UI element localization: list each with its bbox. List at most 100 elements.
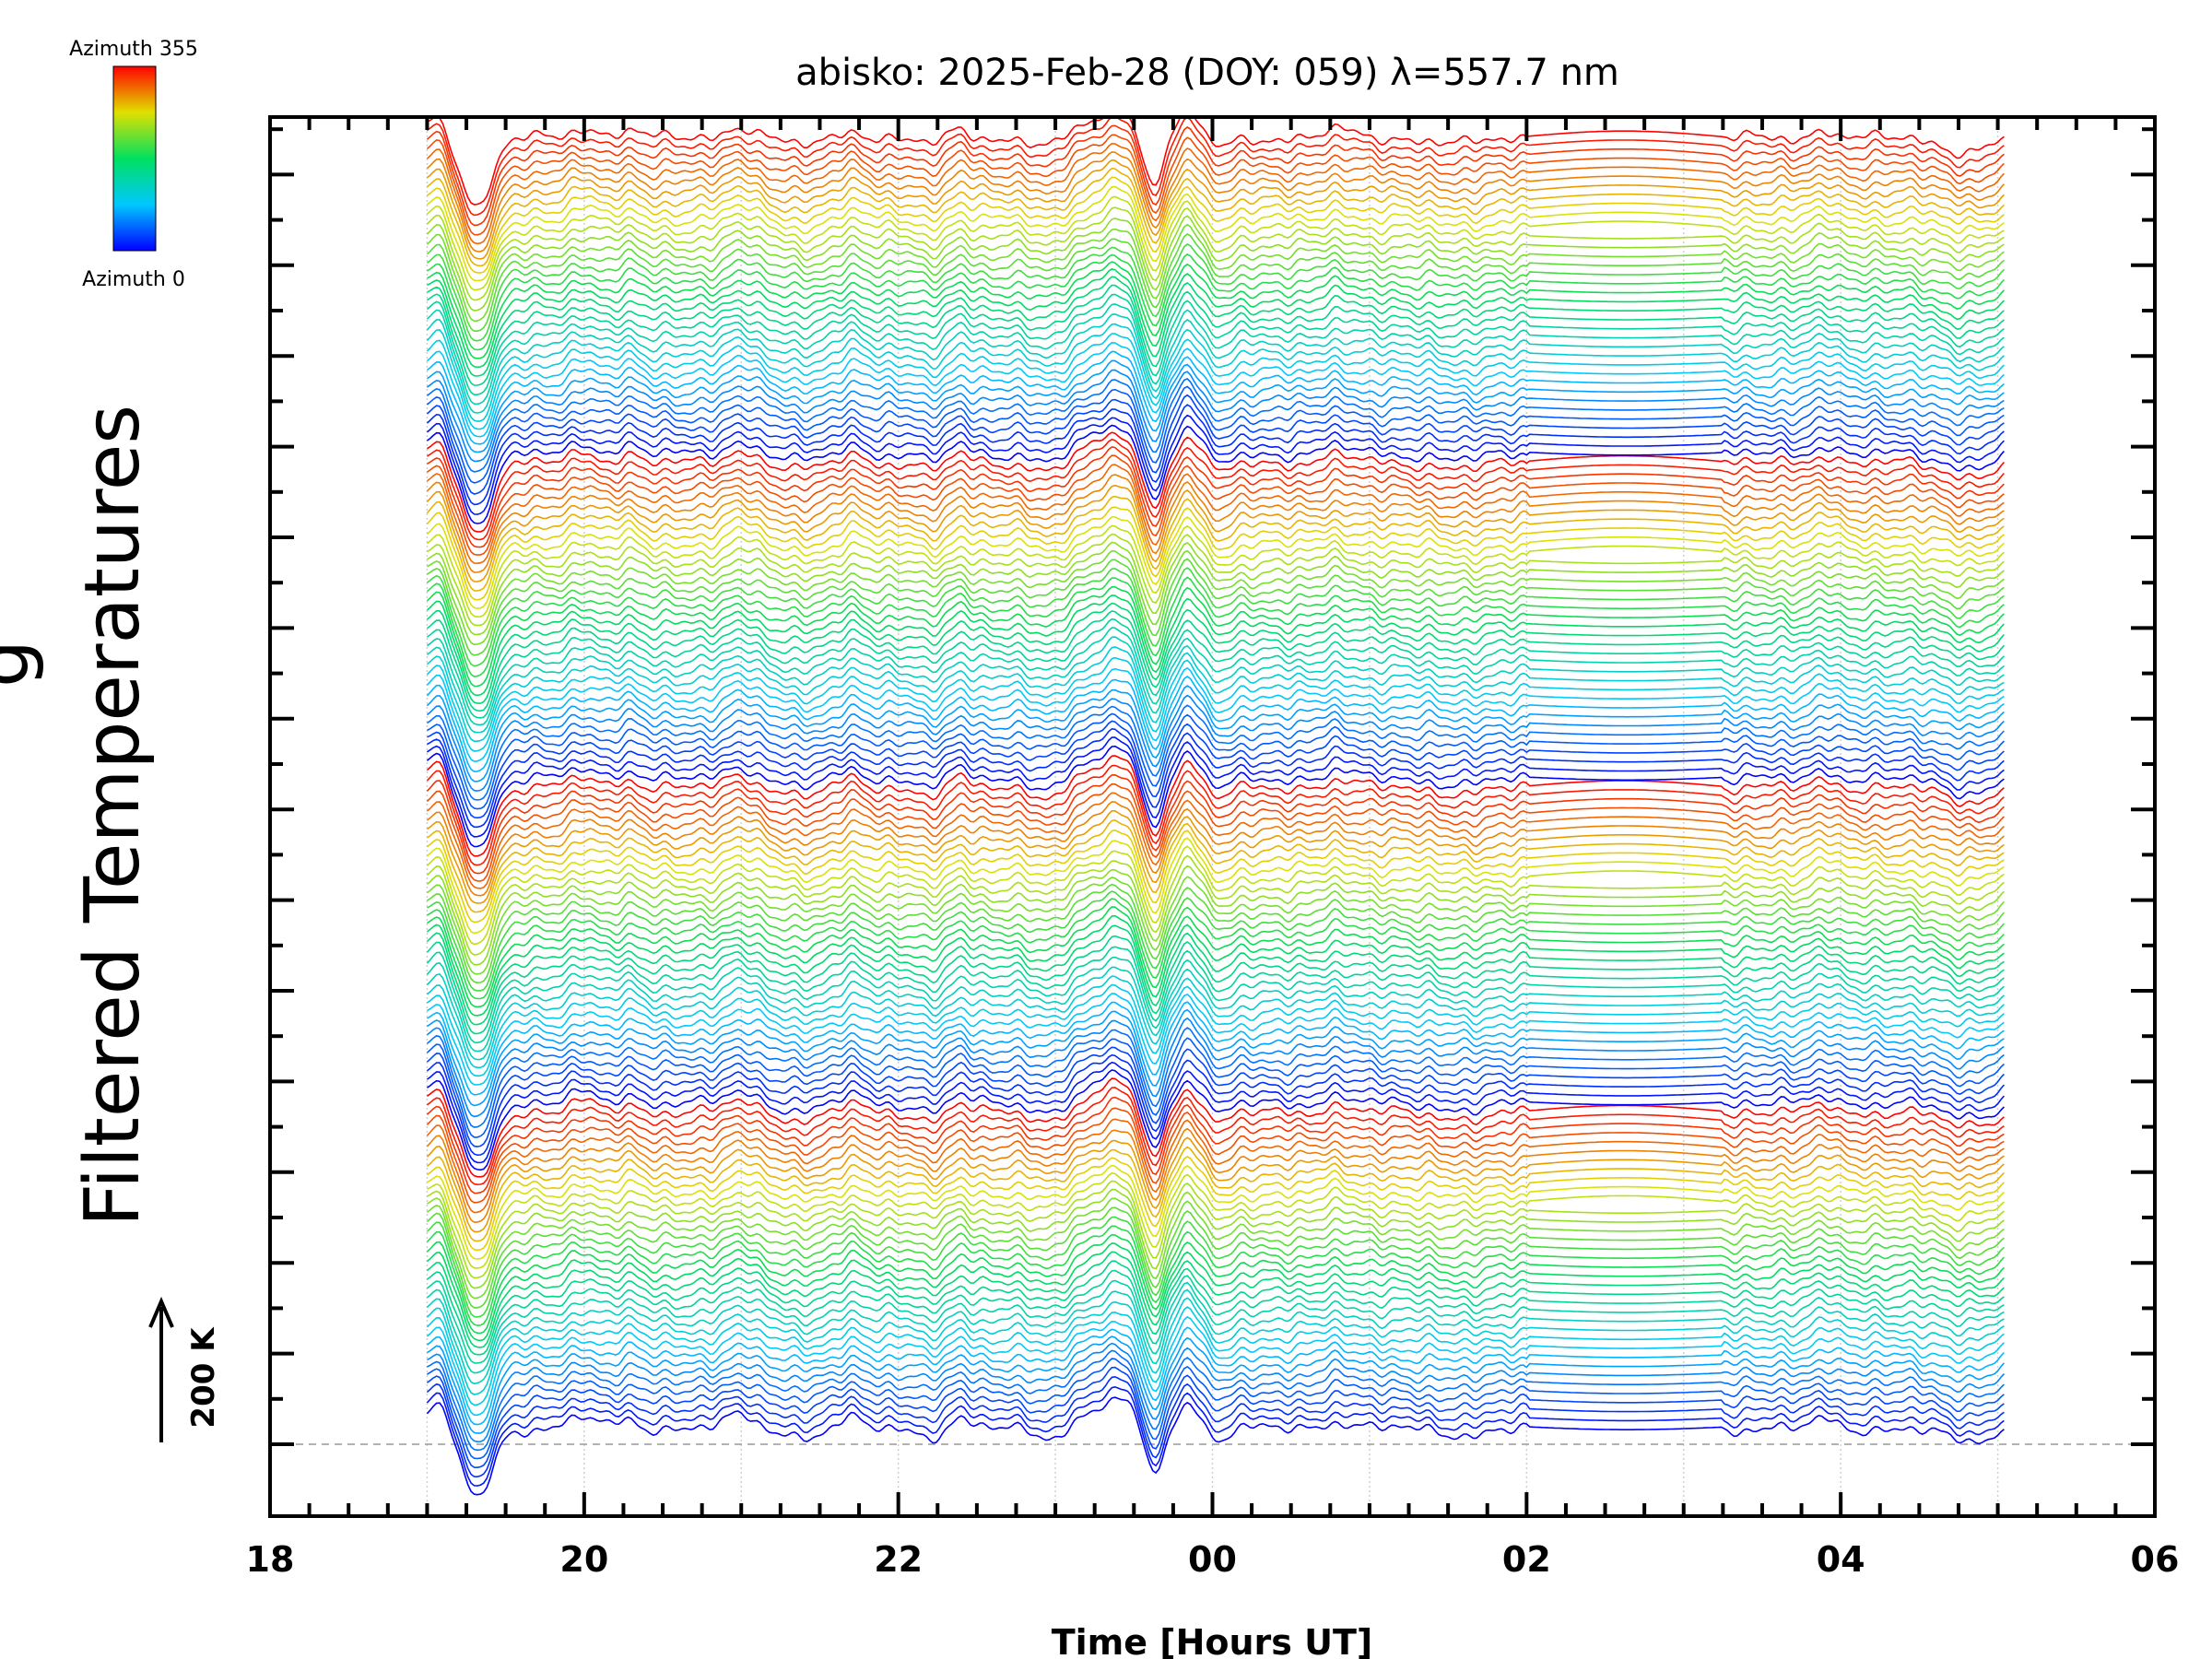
trace-line xyxy=(426,755,2005,857)
trace-line xyxy=(426,464,2005,565)
trace-line xyxy=(426,1242,2005,1342)
trace-line xyxy=(426,1385,2005,1487)
trace-line xyxy=(426,223,2005,323)
trace-line xyxy=(427,727,2005,829)
y-axis-label-partial: g xyxy=(0,640,46,688)
trace-line xyxy=(426,293,2005,395)
trace-line xyxy=(426,1326,2005,1426)
trace-line xyxy=(426,627,2005,726)
trace-line xyxy=(426,975,2005,1069)
trace-line xyxy=(427,1171,2005,1269)
trace-line xyxy=(426,1375,2005,1478)
trace-line xyxy=(426,446,2005,548)
trace-line xyxy=(426,966,2005,1061)
trace-line xyxy=(426,1127,2005,1223)
trace-line xyxy=(427,1342,2005,1443)
trace-line xyxy=(426,883,2006,984)
trace-line xyxy=(426,333,2005,430)
trace-line xyxy=(426,424,2005,524)
trace-line xyxy=(426,1251,2005,1348)
trace-line xyxy=(426,845,2005,946)
x-tick-label: 02 xyxy=(1502,1539,1551,1580)
trace-line xyxy=(426,567,2005,667)
x-tick-labels: 18 20 22 00 02 04 06 xyxy=(246,1539,2180,1580)
trace-line xyxy=(426,350,2005,445)
trace-line xyxy=(426,1136,2005,1233)
trace-line xyxy=(426,1037,2005,1138)
trace-line xyxy=(426,576,2005,677)
trace-line xyxy=(426,906,2005,1008)
trace-line xyxy=(426,1017,2005,1118)
trace-line xyxy=(426,1233,2005,1335)
trace-line xyxy=(426,323,2005,422)
trace-line xyxy=(426,369,2005,463)
trace-line xyxy=(426,594,2005,697)
trace-line xyxy=(426,792,2005,889)
trace-line xyxy=(426,666,2005,762)
trace-line xyxy=(426,865,2005,966)
trace-line xyxy=(426,1087,2005,1186)
trace-line xyxy=(426,1335,2005,1434)
trace-line xyxy=(426,495,2005,592)
trace-line xyxy=(426,924,2005,1026)
trace-line xyxy=(426,956,2005,1053)
traces xyxy=(426,117,2006,1496)
trace-line xyxy=(426,215,2005,312)
trace-line xyxy=(426,1001,2005,1096)
trace-line xyxy=(426,303,2005,406)
trace-line xyxy=(426,117,2005,217)
trace-line xyxy=(426,378,2005,473)
trace-line xyxy=(426,1260,2005,1356)
trace-line xyxy=(426,394,2005,495)
trace-line xyxy=(427,720,2005,819)
x-tick-label: 18 xyxy=(246,1539,295,1580)
trace-line xyxy=(426,983,2005,1077)
trace-line xyxy=(426,484,2005,582)
trace-line xyxy=(427,1164,2005,1260)
trace-line xyxy=(426,782,2005,882)
trace-line xyxy=(427,1349,2005,1452)
trace-line xyxy=(426,914,2005,1017)
trace-line xyxy=(426,206,2005,301)
trace-line xyxy=(426,1315,2005,1417)
trace-line xyxy=(426,1069,2005,1171)
x-tick-label: 22 xyxy=(874,1539,923,1580)
trace-line xyxy=(426,1288,2005,1385)
trace-line xyxy=(426,253,2005,351)
trace-line xyxy=(426,404,2005,506)
trace-line xyxy=(426,837,2005,935)
colorbar-top-label: Azimuth 355 xyxy=(69,38,198,61)
trace-line xyxy=(426,935,2005,1035)
trace-line xyxy=(426,1306,2005,1406)
trace-line xyxy=(426,312,2005,414)
trace-line xyxy=(426,1027,2005,1128)
trace-line xyxy=(426,516,2005,609)
x-tick-label: 06 xyxy=(2131,1539,2180,1580)
trace-line xyxy=(426,1046,2005,1147)
trace-line xyxy=(426,854,2005,956)
trace-line xyxy=(426,1297,2005,1395)
trace-line xyxy=(426,829,2005,924)
trace-line xyxy=(426,124,2005,227)
trace-line xyxy=(426,1396,2005,1496)
colorbar-gradient xyxy=(112,65,157,252)
x-tick-label: 20 xyxy=(559,1539,608,1580)
colorbar: Azimuth 355 Azimuth 0 xyxy=(69,38,198,291)
trace-line xyxy=(426,1096,2005,1194)
trace-line xyxy=(427,890,2005,992)
y-axis-label: Filtered Temperatures xyxy=(69,405,157,1227)
trace-line xyxy=(426,1197,2005,1300)
trace-line xyxy=(426,341,2005,438)
trace-line xyxy=(426,676,2005,772)
x-tick-label: 04 xyxy=(1817,1539,1865,1580)
trace-line xyxy=(426,1279,2005,1374)
trace-line xyxy=(426,142,2005,245)
trace-line xyxy=(426,474,2005,573)
trace-line xyxy=(426,694,2005,792)
trace-line xyxy=(426,1155,2005,1252)
trace-line xyxy=(426,243,2005,342)
x-tick-label: 00 xyxy=(1188,1539,1237,1580)
scale-bar-arrowhead xyxy=(148,1296,174,1328)
trace-line xyxy=(426,1077,2005,1178)
